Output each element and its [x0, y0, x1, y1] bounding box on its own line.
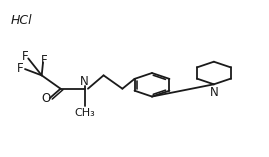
Text: F: F — [22, 50, 29, 63]
Text: F: F — [17, 62, 23, 75]
Text: CH₃: CH₃ — [74, 108, 95, 118]
Text: N: N — [210, 86, 218, 99]
Text: HCl: HCl — [11, 14, 32, 27]
Text: F: F — [41, 54, 48, 67]
Text: O: O — [42, 92, 51, 105]
Text: N: N — [80, 75, 89, 88]
